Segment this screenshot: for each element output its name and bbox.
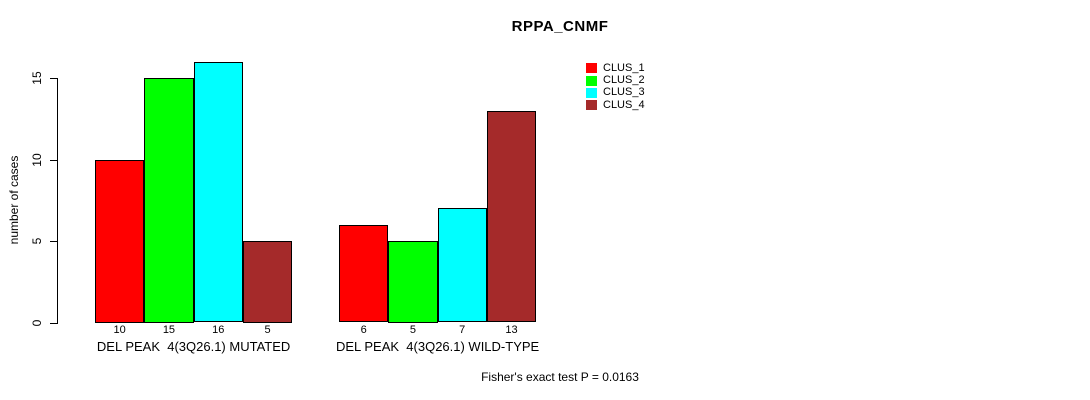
category-label-group1: DEL PEAK 4(3Q26.1) MUTATED [96, 339, 291, 354]
bar-clus_3-group1 [193, 61, 243, 323]
y-tick-label: 10 [30, 152, 44, 167]
bar-value-label: 7 [459, 324, 466, 336]
y-tick [50, 159, 57, 161]
bar-value-label: 13 [505, 324, 518, 336]
legend-label: CLUS_3 [603, 86, 645, 99]
legend-item-clus_3: CLUS_3 [586, 87, 645, 99]
legend-swatch-clus_2 [586, 75, 597, 86]
y-tick [50, 78, 57, 79]
legend-swatch-clus_4 [586, 100, 597, 111]
y-tick [50, 322, 57, 324]
y-tick [50, 241, 57, 242]
legend: CLUS_1 CLUS_2 CLUS_3 CLUS_4 [586, 62, 645, 112]
category-label-group2: DEL PEAK 4(3Q26.1) WILD-TYPE [335, 339, 540, 354]
legend-label: CLUS_1 [603, 61, 645, 74]
legend-item-clus_1: CLUS_1 [586, 62, 645, 74]
y-tick-label: 15 [30, 71, 44, 85]
legend-swatch-clus_3 [586, 87, 597, 98]
legend-item-clus_4: CLUS_4 [586, 99, 645, 111]
bar-clus_1-group1 [95, 159, 145, 323]
bar-clus_1-group2 [339, 224, 389, 323]
legend-label: CLUS_4 [603, 98, 645, 111]
chart-title: RPPA_CNMF [511, 18, 609, 35]
y-tick-label: 5 [30, 237, 44, 245]
y-axis-title: number of cases [7, 155, 21, 245]
bar-value-label: 5 [264, 324, 271, 336]
bar-clus_2-group1 [144, 78, 194, 323]
annotation-fisher-test: Fisher's exact test P = 0.0163 [481, 370, 639, 384]
bar-clus_3-group2 [437, 208, 487, 323]
bar-value-label: 15 [162, 324, 176, 336]
y-tick-label: 0 [30, 319, 44, 326]
legend-swatch-clus_1 [586, 63, 597, 74]
bar-value-label: 10 [113, 324, 126, 336]
legend-item-clus_2: CLUS_2 [586, 74, 645, 86]
bar-value-label: 5 [409, 324, 416, 336]
bar-value-label: 16 [212, 324, 225, 336]
bar-clus_4-group2 [486, 110, 537, 323]
bar-clus_2-group2 [388, 241, 438, 323]
bar-clus_4-group1 [242, 241, 293, 323]
legend-label: CLUS_2 [603, 74, 645, 87]
y-axis-line [57, 78, 58, 324]
bar-value-label: 6 [360, 324, 367, 336]
